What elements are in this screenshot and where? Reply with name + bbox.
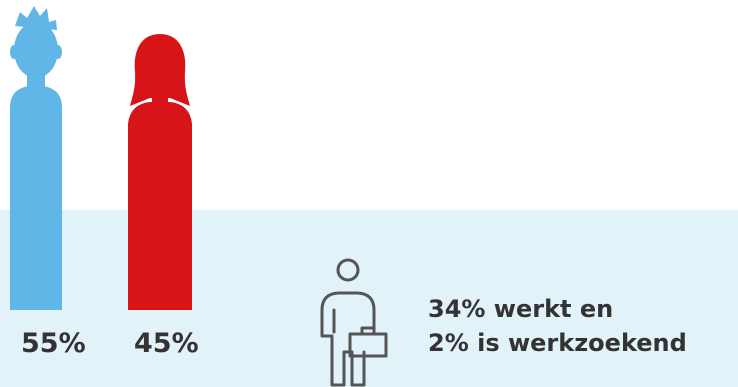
- employment-line-2: 2% is werkzoekend: [428, 329, 687, 357]
- male-figure-icon: [0, 0, 75, 310]
- worker-with-briefcase-icon: [312, 258, 392, 387]
- employment-line-1: 34% werkt en: [428, 295, 614, 323]
- men-percentage: 55%: [21, 328, 86, 359]
- women-percentage: 45%: [134, 328, 199, 359]
- female-figure-icon: [118, 0, 208, 310]
- employment-caption: 34% werkt en 2% is werkzoekend: [428, 292, 687, 360]
